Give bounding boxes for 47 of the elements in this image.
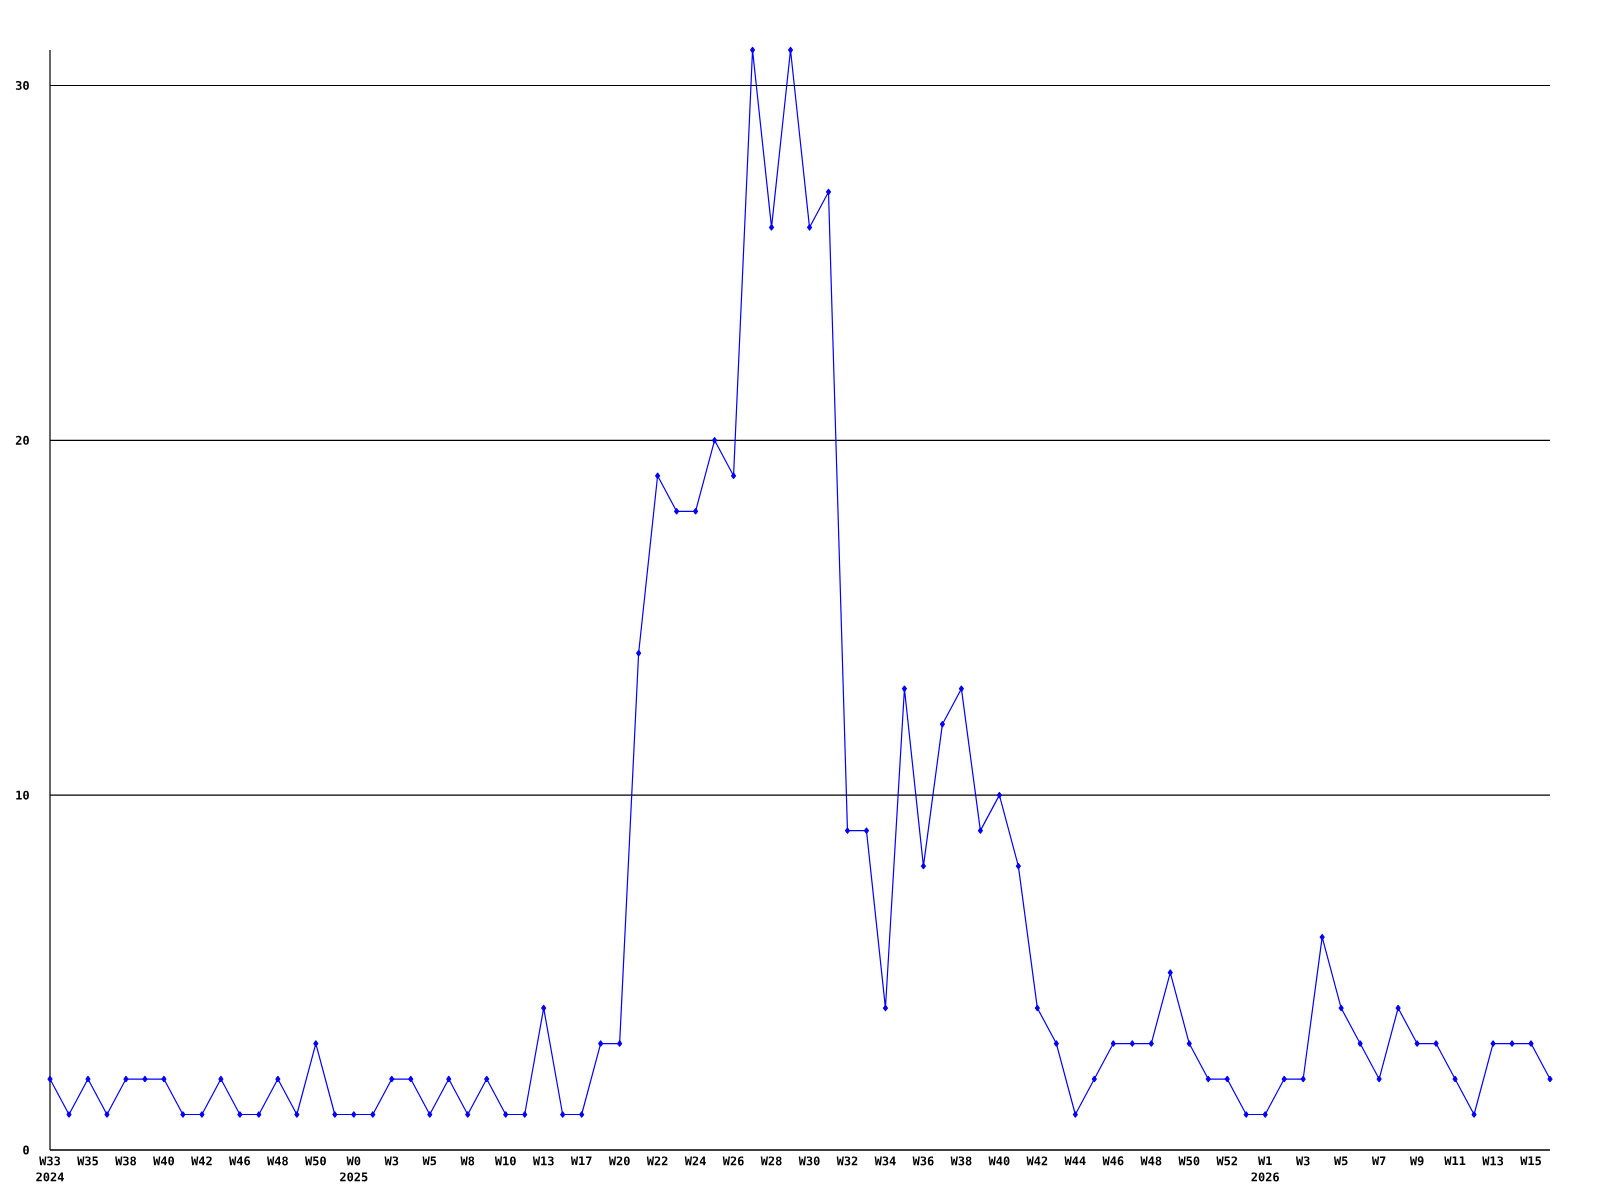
x-tick-label: W42 [191,1156,212,1166]
x-tick-label: W3 [1295,1156,1310,1166]
x-tick-label: W10 [494,1156,516,1166]
x-tick-label: W36 [912,1156,934,1166]
x-tick-label: W46 [229,1156,251,1166]
x-tick-label: W3 [384,1156,399,1166]
x-tick-label: W30 [798,1156,820,1166]
x-tick-label: W34 [874,1156,896,1166]
x-tick-label: W7 [1371,1156,1386,1166]
x-tick-label: W46 [1102,1156,1124,1166]
x-tick-label: W38 [115,1156,136,1166]
x-tick-label: W20 [608,1156,630,1166]
x-tick-label: W1 [1258,1156,1272,1166]
x-tick-label: W0 [346,1156,361,1166]
text: 2024 [36,1172,64,1182]
x-tick-label: W35 [77,1156,98,1166]
x-tick-label: W38 [950,1156,972,1166]
x-tick-label: W13 [1482,1156,1504,1166]
text: 2025 [340,1172,368,1182]
x-tick-label: W42 [1026,1156,1048,1166]
x-tick-label: W50 [305,1156,326,1166]
x-tick-label: W5 [422,1156,437,1166]
y-tick-label: 30 [15,80,29,90]
x-tick-label: W44 [1064,1156,1086,1166]
x-tick-label: W48 [1140,1156,1162,1166]
x-tick-label: W32 [836,1156,858,1166]
x-tick-label: W5 [1333,1156,1348,1166]
x-tick-label: W24 [684,1156,706,1166]
x-tick-label: W48 [267,1156,288,1166]
y-tick-label: 10 [16,790,29,800]
x-tick-label: W50 [1178,1156,1200,1166]
x-tick-label: W40 [988,1156,1010,1166]
x-tick-label: W9 [1409,1156,1424,1166]
y-tick-label: 0 [23,1145,29,1155]
y-tick-label: 20 [15,435,29,445]
x-tick-label: W15 [1520,1156,1542,1166]
x-tick-label: W22 [646,1156,668,1166]
x-tick-label: W17 [570,1156,592,1166]
x-tick-label: W8 [460,1156,475,1166]
x-tick-label: W40 [153,1156,175,1166]
x-tick-label: W13 [532,1156,554,1166]
x-tick-label: W52 [1216,1156,1238,1166]
x-tick-label: W28 [760,1156,782,1166]
x-tick-label: W26 [722,1156,744,1166]
x-tick-label: W33 [39,1156,61,1166]
text: 2026 [1251,1172,1279,1182]
x-tick-label: W11 [1444,1156,1466,1166]
